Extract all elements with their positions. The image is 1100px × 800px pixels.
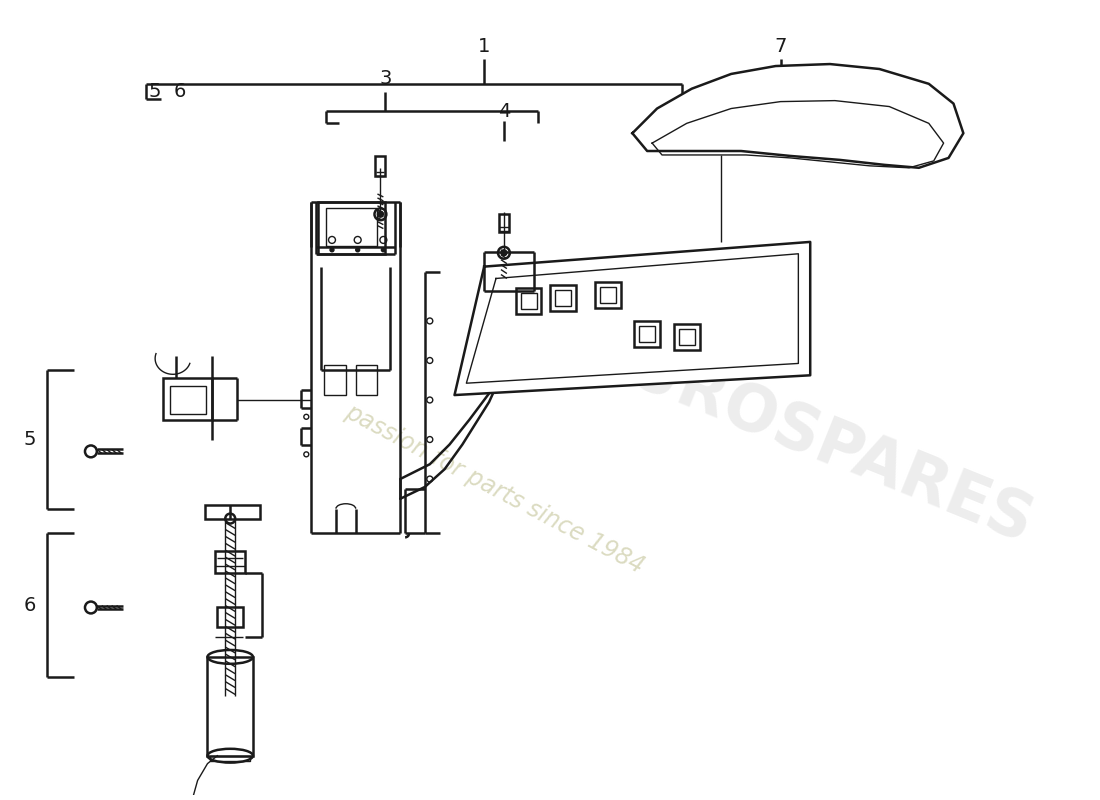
Polygon shape: [632, 64, 964, 168]
Bar: [318, 202, 385, 254]
Bar: [169, 386, 206, 414]
Bar: [324, 366, 345, 395]
Bar: [635, 321, 660, 346]
Circle shape: [355, 248, 360, 252]
Bar: [679, 329, 694, 345]
Polygon shape: [454, 242, 811, 395]
Text: 5: 5: [148, 82, 162, 102]
Bar: [499, 214, 509, 232]
Bar: [210, 756, 250, 761]
Bar: [639, 326, 656, 342]
Circle shape: [382, 248, 385, 252]
Text: passion for parts since 1984: passion for parts since 1984: [341, 400, 648, 578]
Circle shape: [330, 248, 334, 252]
Bar: [216, 551, 245, 573]
Text: 7: 7: [774, 37, 786, 56]
Bar: [208, 657, 253, 756]
Bar: [674, 324, 700, 350]
Bar: [205, 505, 260, 518]
Bar: [375, 156, 385, 176]
Bar: [355, 366, 377, 395]
Bar: [556, 290, 571, 306]
Circle shape: [500, 250, 507, 256]
Bar: [326, 208, 377, 246]
Bar: [600, 287, 616, 303]
Text: 3: 3: [379, 70, 392, 88]
Bar: [163, 378, 212, 420]
Bar: [520, 294, 537, 309]
Circle shape: [377, 211, 384, 218]
Text: 4: 4: [497, 102, 510, 121]
Bar: [516, 288, 541, 314]
Text: 6: 6: [174, 82, 186, 102]
Bar: [595, 282, 620, 308]
Text: EUROSPARES: EUROSPARES: [579, 322, 1042, 557]
Text: 6: 6: [23, 596, 36, 615]
Bar: [550, 286, 576, 311]
Text: 1: 1: [478, 37, 491, 56]
Bar: [218, 607, 243, 627]
Text: 5: 5: [23, 430, 36, 449]
